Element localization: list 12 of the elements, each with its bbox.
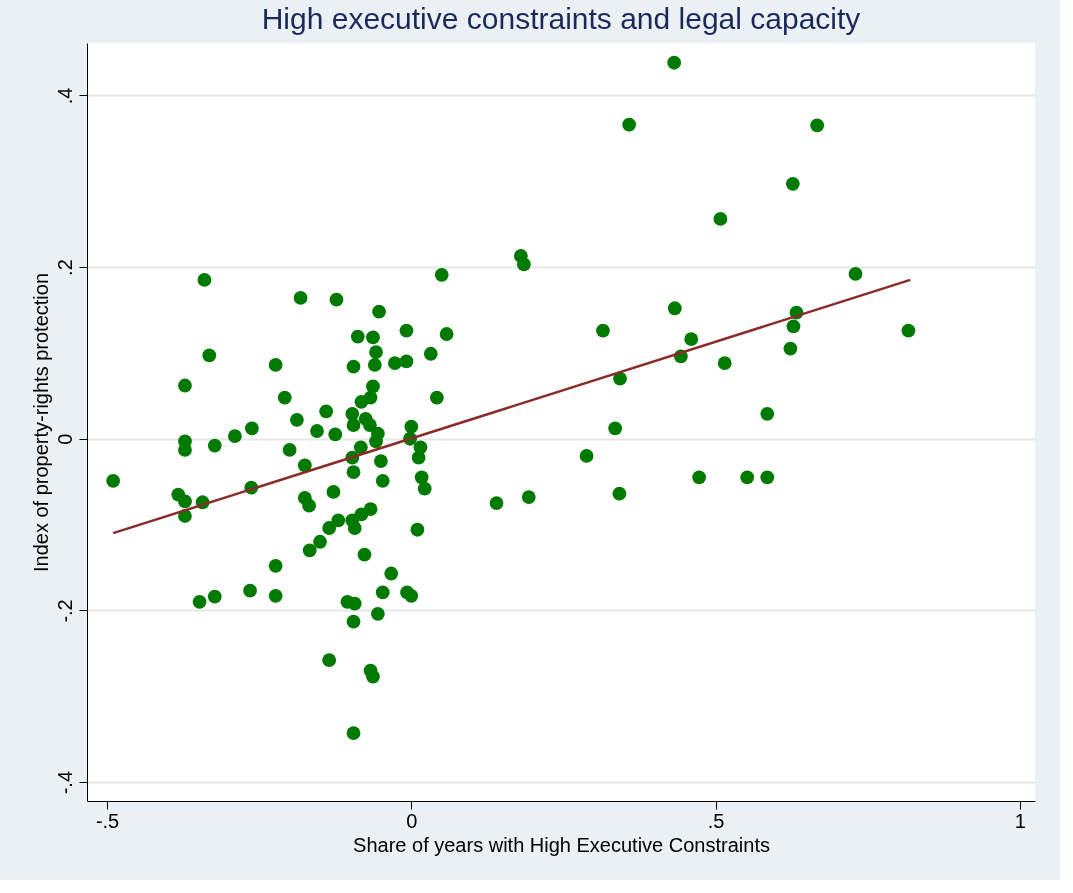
x-axis-title: Share of years with High Executive Constraints — [353, 833, 770, 856]
y-tick-label: -.2 — [53, 599, 76, 623]
y-axis-title: Index of property-rights protection — [29, 272, 52, 573]
y-tick-label: .2 — [53, 259, 76, 276]
x-tick-label: 0 — [406, 809, 418, 832]
x-tick-label: 1 — [1014, 809, 1026, 832]
y-tick-label: .4 — [53, 87, 76, 105]
x-tick-label: -.5 — [95, 809, 120, 832]
chart-title: High executive constraints and legal capacity — [261, 2, 861, 35]
x-tick-label: .5 — [707, 809, 725, 832]
y-tick-label: -.4 — [53, 770, 76, 795]
y-tick-label: 0 — [53, 433, 76, 445]
